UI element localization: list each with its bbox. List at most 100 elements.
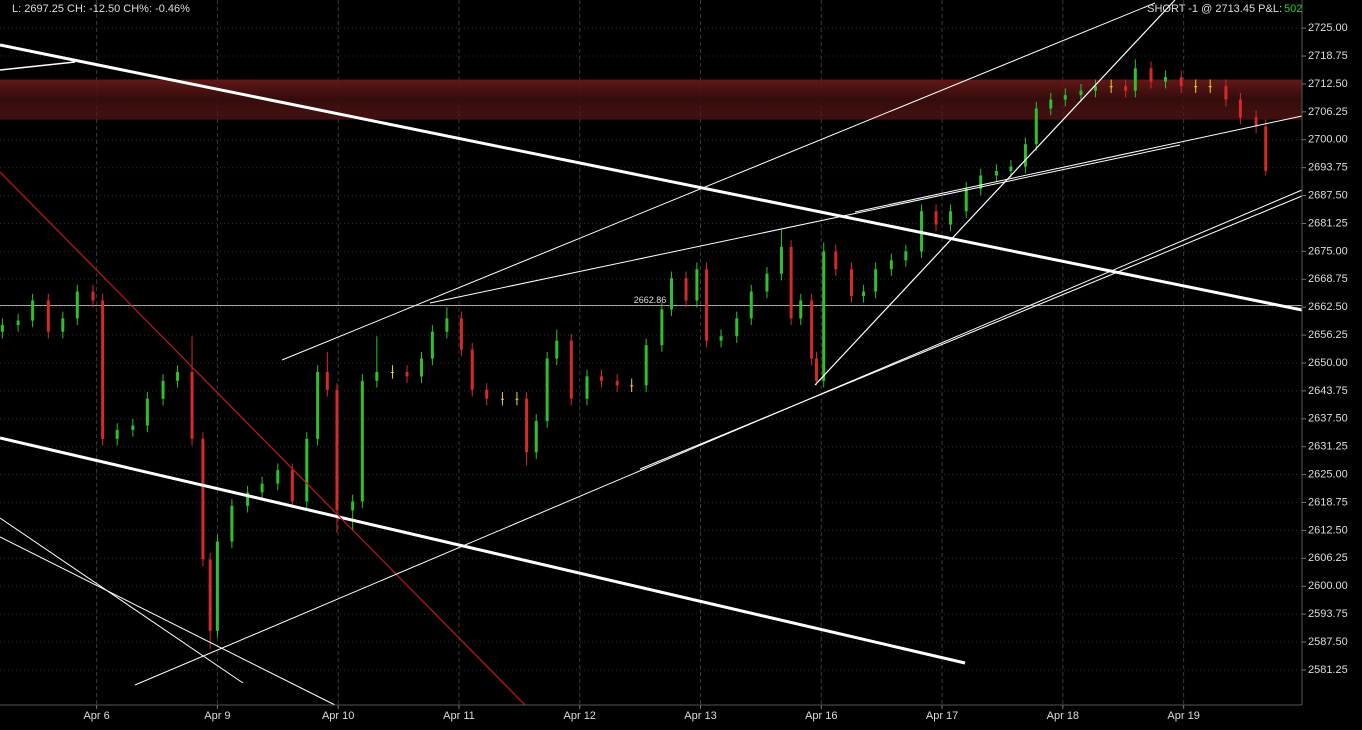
y-tick-label: 2650.00 — [1308, 357, 1348, 369]
candle-body — [849, 269, 853, 297]
candle-body — [1254, 117, 1258, 127]
x-tick-label: Apr 18 — [1047, 710, 1079, 722]
candle-body — [810, 300, 814, 359]
candle-body — [555, 340, 559, 359]
candle-body — [260, 483, 264, 493]
candle-body — [351, 501, 355, 511]
trendline — [639, 195, 1303, 470]
candle-body — [695, 269, 699, 301]
trendline — [281, 2, 1156, 361]
x-tick-label: Apr 13 — [684, 710, 716, 722]
trendlines — [0, 0, 1303, 706]
candle-body — [459, 318, 463, 350]
candle-body — [1238, 99, 1242, 118]
candle-body — [1009, 166, 1013, 172]
candle-body — [660, 309, 664, 346]
x-tick-label: Apr 6 — [83, 710, 109, 722]
candle-body — [1224, 86, 1228, 100]
candle-body — [246, 492, 250, 506]
candle-body — [375, 371, 379, 381]
candle-body — [979, 175, 983, 189]
candle-body — [360, 380, 364, 502]
candle-body — [430, 331, 434, 359]
y-tick-label: 2606.25 — [1308, 552, 1348, 564]
trendline — [0, 517, 244, 684]
x-tick-label: Apr 19 — [1167, 710, 1199, 722]
candle-body — [749, 291, 753, 319]
candle-body — [208, 559, 212, 631]
candle-body — [0, 325, 4, 332]
x-tick-label: Apr 12 — [564, 710, 596, 722]
candle-body — [1179, 77, 1183, 87]
candle-body — [585, 376, 589, 399]
candle-body — [46, 300, 50, 332]
trendline — [854, 115, 1303, 213]
trendline — [0, 171, 526, 706]
y-tick-label: 2700.00 — [1308, 134, 1348, 146]
candle-body — [1063, 95, 1067, 100]
y-tick-label: 2587.50 — [1308, 636, 1348, 648]
candle-body — [335, 389, 339, 511]
candle-body — [874, 269, 878, 292]
trendline — [429, 144, 1181, 304]
candle-body — [705, 269, 709, 341]
y-tick-label: 2668.75 — [1308, 273, 1348, 285]
candle-body — [470, 349, 474, 390]
candle-body — [735, 318, 739, 337]
y-tick-label: 2581.25 — [1308, 664, 1348, 676]
y-tick-label: 2593.75 — [1308, 608, 1348, 620]
y-tick-label: 2643.75 — [1308, 385, 1348, 397]
candle-body — [719, 336, 723, 341]
candle-body — [599, 376, 603, 381]
candle-body — [485, 389, 489, 399]
candle-body — [190, 371, 194, 439]
candle-body — [765, 273, 769, 292]
candle-body — [230, 505, 234, 542]
candle-body — [814, 358, 818, 381]
candle-body — [16, 320, 20, 326]
candle-body — [862, 291, 866, 297]
candle-body — [545, 358, 549, 422]
trendline — [0, 61, 76, 71]
candle-body — [949, 211, 953, 225]
candle-body — [161, 380, 165, 399]
candle-body — [115, 429, 119, 439]
candle-body — [75, 291, 79, 319]
candle-body — [31, 300, 35, 321]
candle-body — [779, 246, 783, 274]
candles — [0, 59, 1268, 649]
candle-body — [1049, 99, 1053, 109]
level-label: 2662.86 — [634, 295, 667, 305]
candle-body — [799, 300, 803, 319]
candle-body — [1208, 86, 1212, 88]
candle-body — [534, 421, 538, 453]
candle-body — [101, 300, 105, 439]
candle-body — [1093, 86, 1097, 91]
candle-body — [145, 398, 149, 426]
candle-body — [445, 318, 449, 332]
candle-body — [1194, 86, 1198, 88]
candle-body — [215, 541, 219, 631]
trendline — [0, 436, 966, 665]
zone-layer — [0, 79, 1302, 306]
candle-body — [630, 385, 634, 387]
y-tick-label: 2631.25 — [1308, 441, 1348, 453]
y-tick-label: 2718.75 — [1308, 50, 1348, 62]
candle-body — [684, 278, 688, 301]
y-tick-label: 2681.25 — [1308, 217, 1348, 229]
candle-body — [61, 318, 65, 332]
candle-body — [276, 470, 280, 484]
candle-body — [420, 358, 424, 377]
candle-body — [500, 398, 504, 400]
candle-body — [1124, 86, 1128, 91]
candle-body — [670, 278, 674, 310]
candle-body — [525, 398, 529, 453]
x-tick-label: Apr 16 — [805, 710, 837, 722]
candle-body — [1109, 86, 1113, 88]
candle-body — [934, 211, 938, 225]
trendline — [0, 43, 1303, 312]
candle-body — [889, 260, 893, 270]
y-tick-label: 2712.50 — [1308, 78, 1348, 90]
candle-body — [325, 371, 329, 390]
